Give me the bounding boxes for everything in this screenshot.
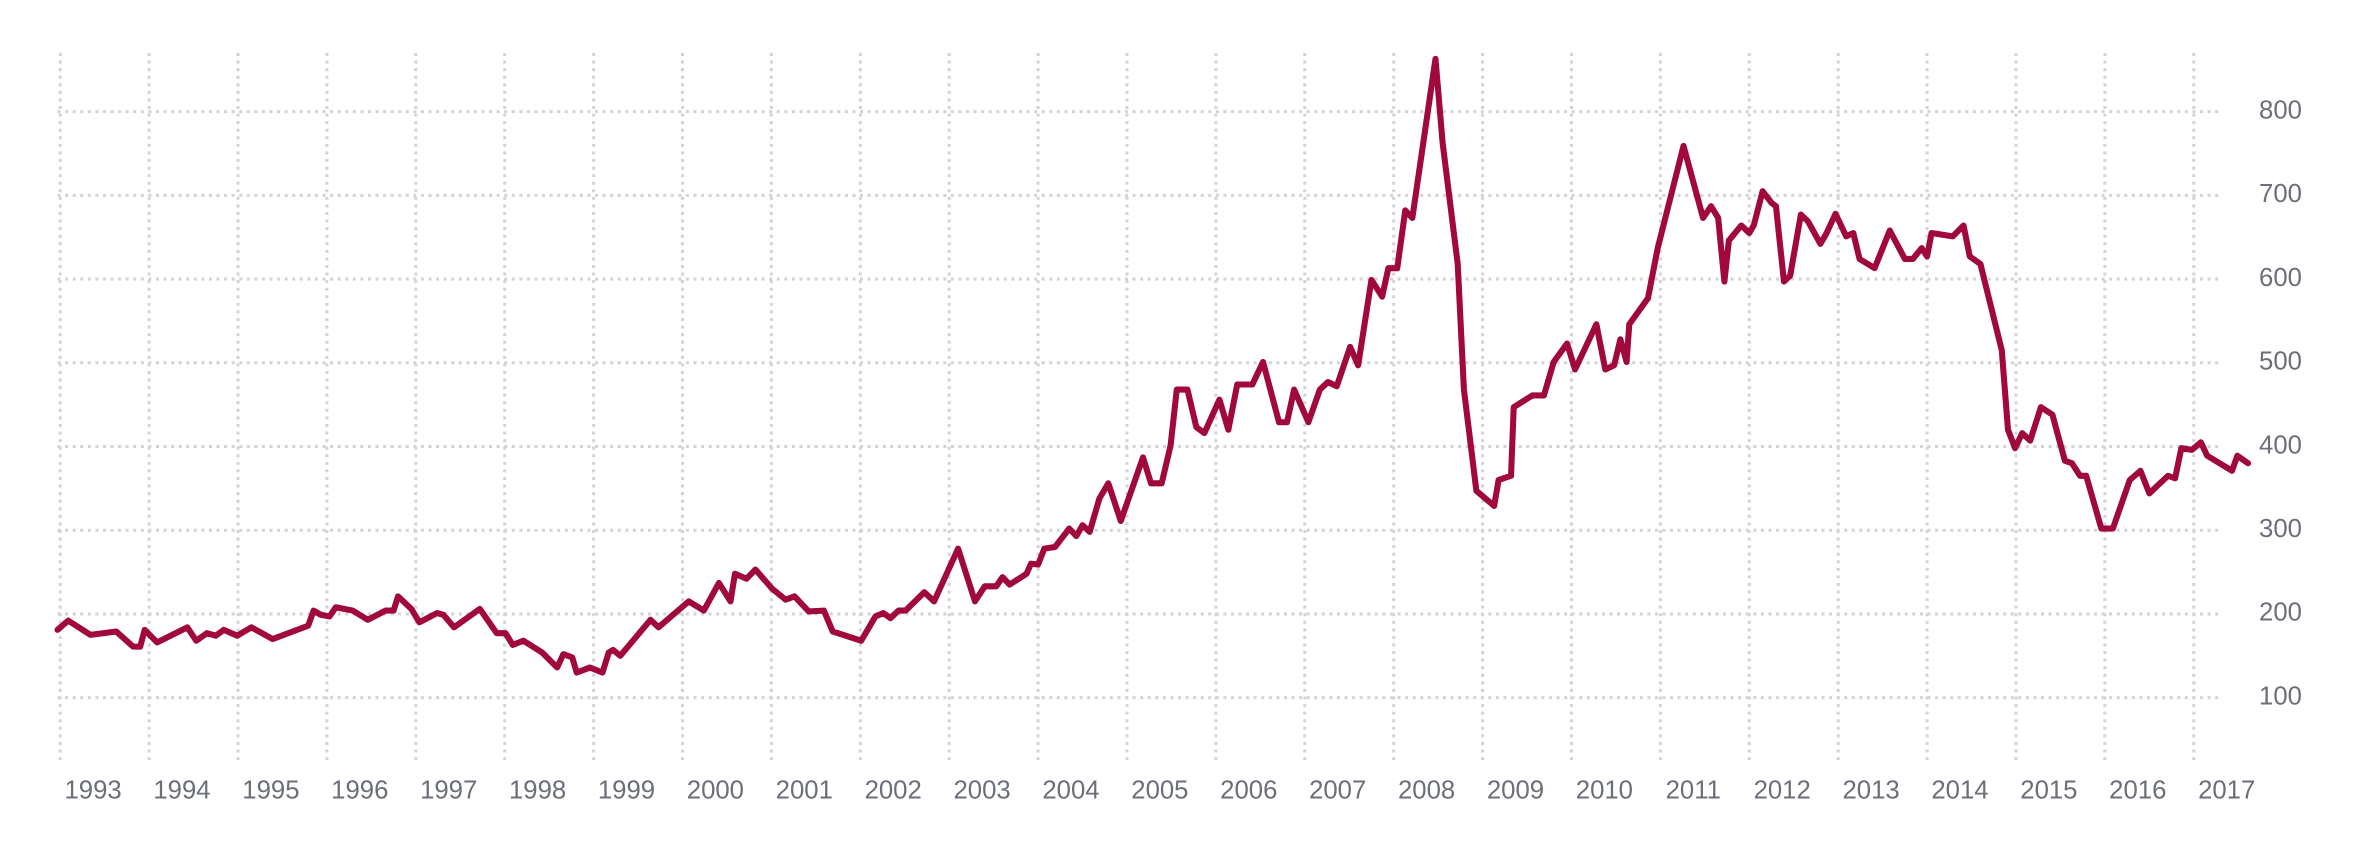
data-line bbox=[54, 55, 2252, 676]
x-tick-label: 2016 bbox=[2109, 777, 2166, 805]
x-tick-label: 2002 bbox=[865, 777, 922, 805]
y-tick-label: 400 bbox=[2259, 431, 2302, 459]
y-tick-label: 100 bbox=[2259, 682, 2302, 710]
y-tick-label: 300 bbox=[2259, 515, 2302, 543]
x-tick-label: 2004 bbox=[1042, 777, 1099, 805]
y-tick-label: 800 bbox=[2259, 96, 2302, 124]
x-tick-label: 2007 bbox=[1309, 777, 1366, 805]
x-tick-label: 2013 bbox=[1842, 777, 1899, 805]
x-tick-label: 2003 bbox=[953, 777, 1010, 805]
x-tick-label: 2009 bbox=[1487, 777, 1544, 805]
x-tick-label: 2014 bbox=[1931, 777, 1988, 805]
x-tick-label: 2015 bbox=[2020, 777, 2077, 805]
x-tick-label: 2010 bbox=[1576, 777, 1633, 805]
x-tick-label: 2000 bbox=[687, 777, 744, 805]
x-tick-label: 1993 bbox=[64, 777, 121, 805]
x-tick-label: 2001 bbox=[776, 777, 833, 805]
x-tick-label: 2005 bbox=[1131, 777, 1188, 805]
y-tick-label: 700 bbox=[2259, 180, 2302, 208]
y-tick-label: 200 bbox=[2259, 599, 2302, 627]
x-tick-label: 1997 bbox=[420, 777, 477, 805]
x-tick-label: 2017 bbox=[2198, 777, 2255, 805]
x-tick-label: 1998 bbox=[509, 777, 566, 805]
x-tick-label: 2008 bbox=[1398, 777, 1455, 805]
x-tick-label: 1996 bbox=[331, 777, 388, 805]
y-tick-label: 500 bbox=[2259, 348, 2302, 376]
x-tick-label: 2011 bbox=[1666, 777, 1721, 805]
x-tick-label: 1995 bbox=[242, 777, 299, 805]
x-tick-label: 2012 bbox=[1754, 777, 1811, 805]
x-tick-label: 1994 bbox=[153, 777, 210, 805]
y-tick-label: 600 bbox=[2259, 264, 2302, 292]
x-tick-label: 2006 bbox=[1220, 777, 1277, 805]
x-tick-label: 1999 bbox=[598, 777, 655, 805]
